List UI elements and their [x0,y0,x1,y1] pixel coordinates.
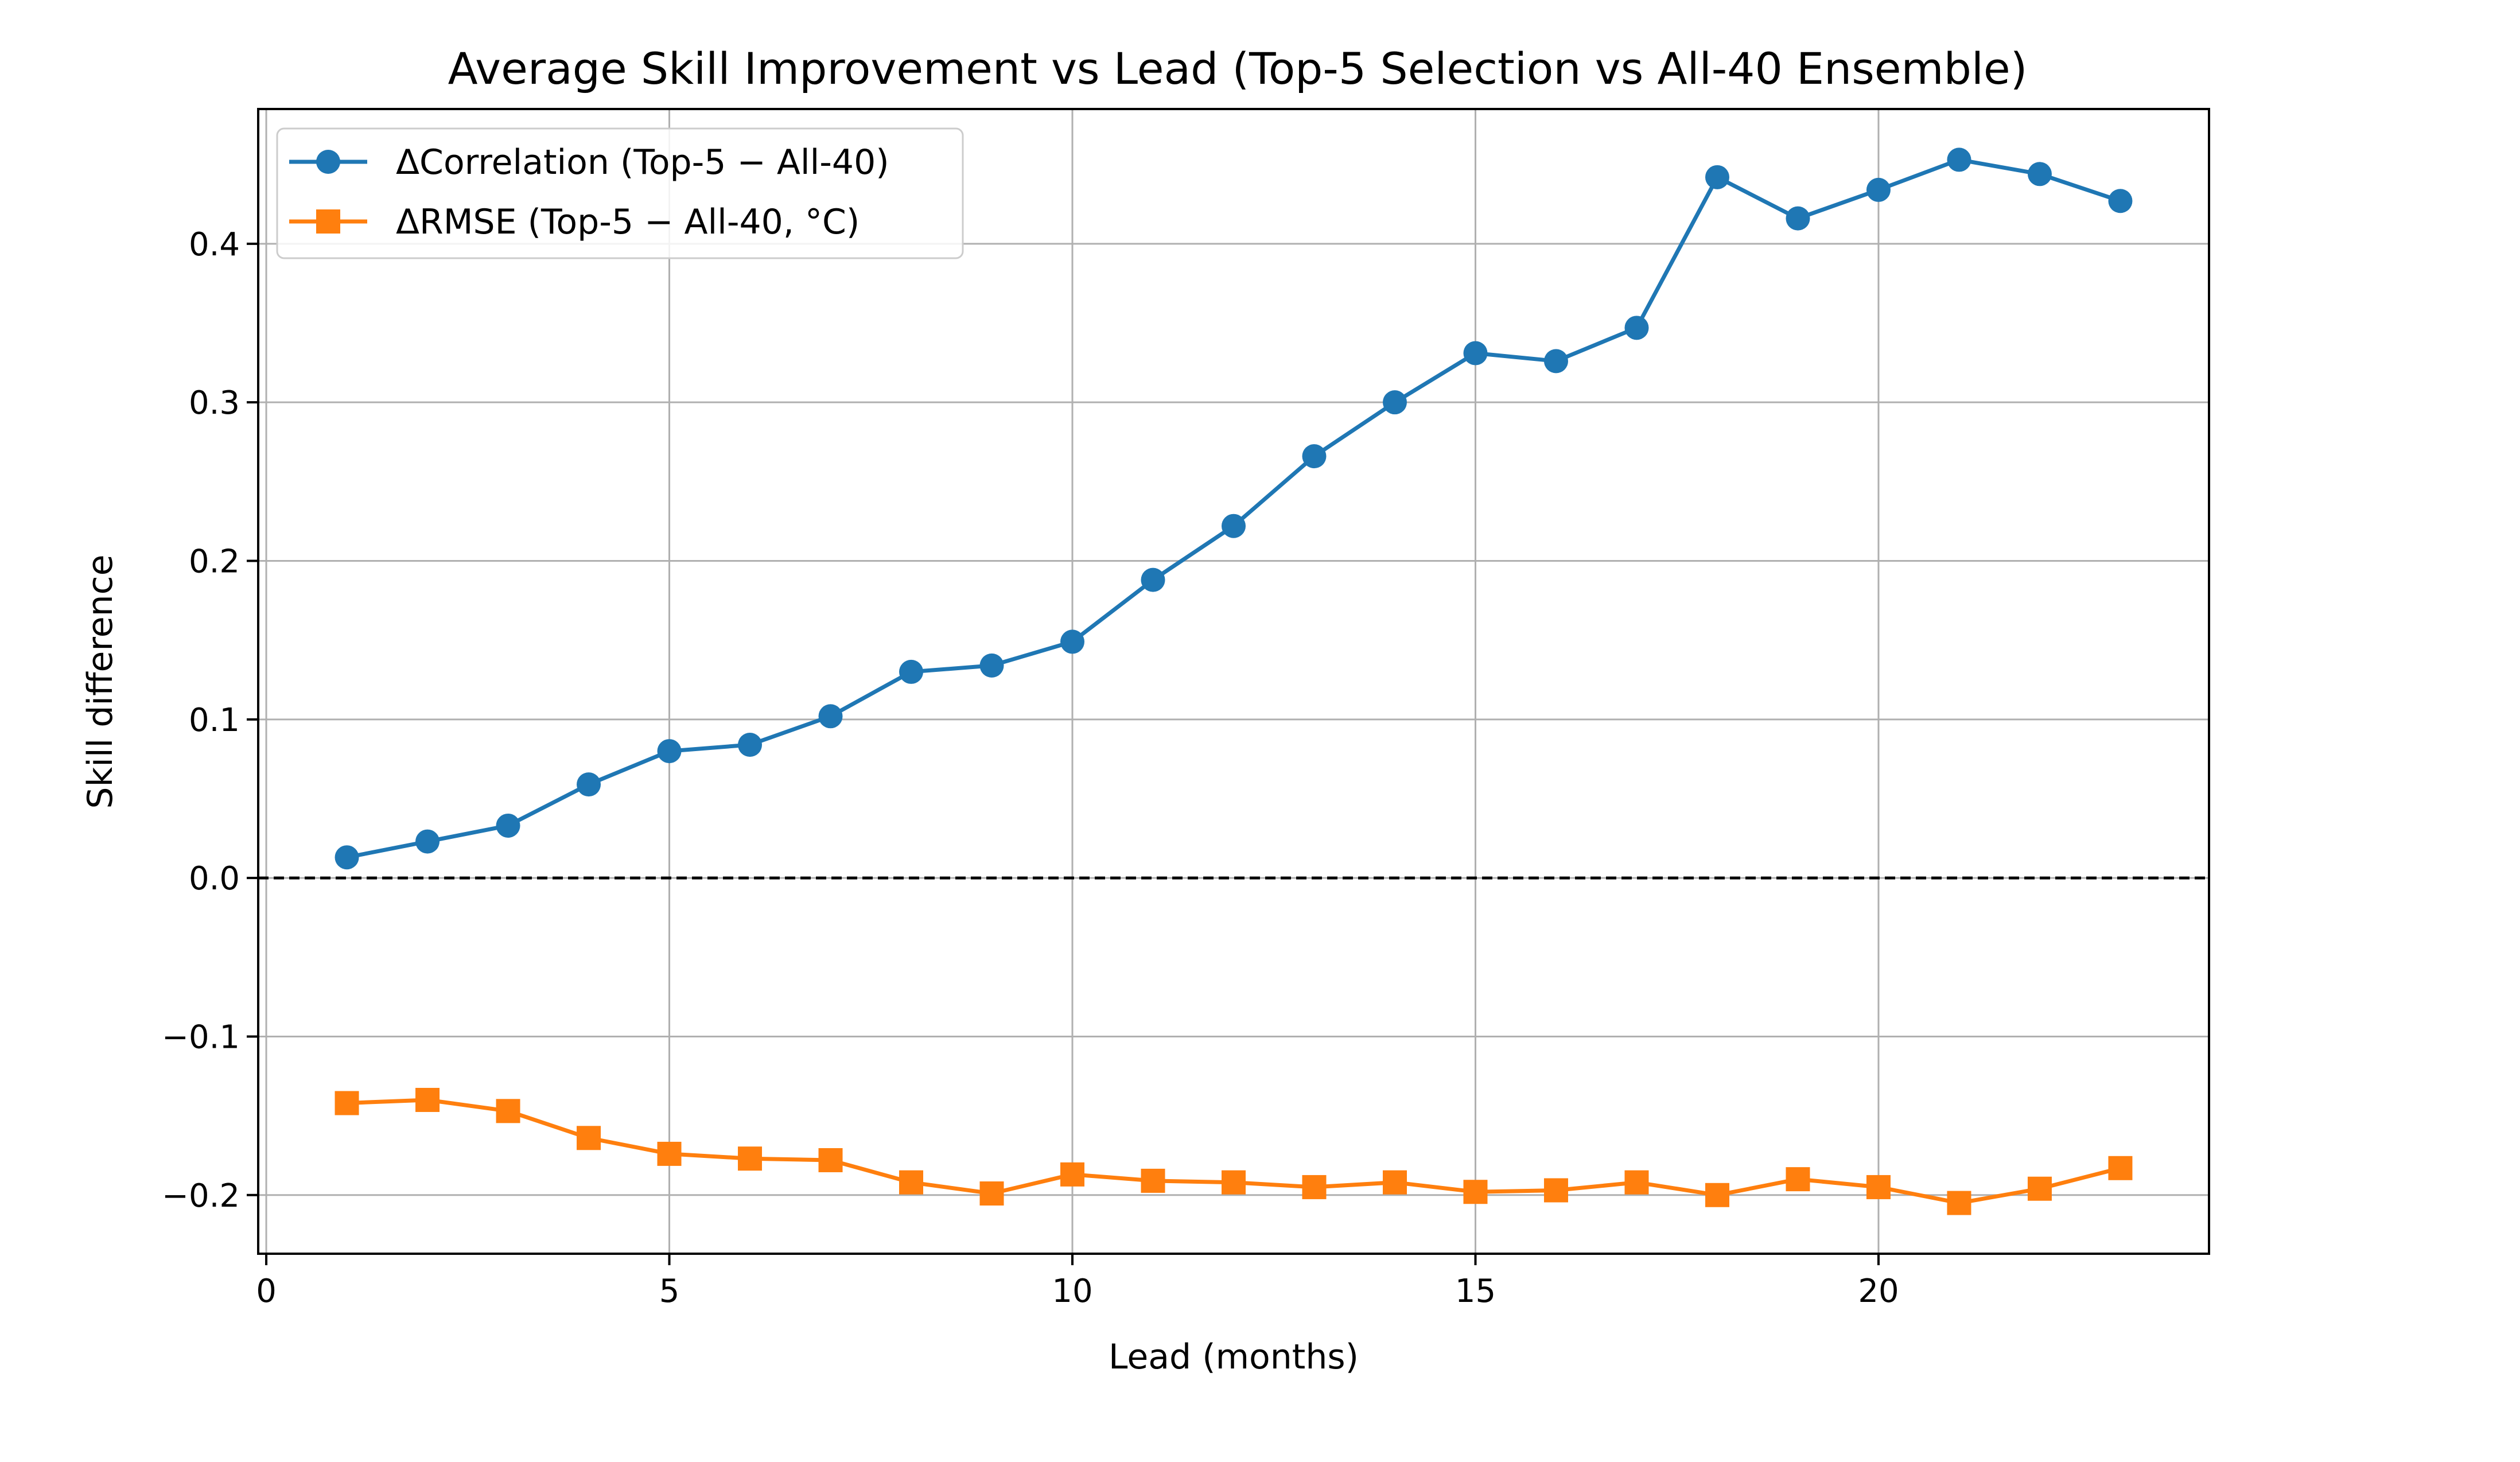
legend: ΔCorrelation (Top-5 − All-40) ΔRMSE (Top-… [276,127,964,259]
data-point [1786,1167,1810,1192]
data-point [2027,162,2052,186]
y-tick-label: 0.2 [189,543,240,581]
data-point [496,1099,520,1123]
data-point [1705,165,1729,189]
y-axis-title: Skill difference [80,554,120,808]
x-tick-label: 10 [1052,1273,1092,1310]
legend-marker [316,209,340,234]
legend-marker [316,150,340,174]
data-point [1141,567,1165,592]
y-tick-label: 0.3 [189,384,240,422]
data-point [1141,1168,1165,1193]
data-point [1463,341,1488,366]
data-point [899,1170,924,1195]
axis-ticks: 0 5 10 15 20 −0.2 −0.1 0.0 0.1 0.2 0.3 0.4 [162,226,1899,1310]
data-point [1624,1170,1649,1195]
data-point [657,739,682,764]
legend-entries: ΔCorrelation (Top-5 − All-40) ΔRMSE (Top-… [289,142,889,242]
data-point [335,1091,359,1115]
data-point [657,1141,682,1166]
data-point [2108,1156,2133,1180]
data-point [415,1087,440,1112]
series-group [335,147,2133,870]
data-point [818,1148,843,1172]
grid-lines [258,109,2209,1254]
x-tick-label: 0 [256,1273,277,1310]
x-tick-label: 20 [1858,1273,1899,1310]
data-point [1302,444,1327,469]
y-tick-label: −0.2 [162,1177,240,1215]
data-point [1786,206,1810,231]
data-point [2027,1176,2052,1201]
data-point [1060,629,1085,654]
data-point [1382,1170,1407,1195]
y-tick-label: 0.4 [189,226,240,263]
data-point [899,659,924,684]
data-point [738,1146,763,1171]
data-point [1543,349,1568,374]
data-point [2108,189,2133,213]
data-point [335,845,359,870]
x-axis-title: Lead (months) [1109,1337,1359,1377]
data-point [1060,1162,1085,1187]
y-tick-label: 0.1 [189,702,240,739]
legend-box [276,127,964,259]
data-point [979,653,1004,678]
data-point [496,813,520,838]
legend-label: ΔCorrelation (Top-5 − All-40) [396,142,889,182]
y-tick-label: 0.0 [189,860,240,897]
data-point [577,1126,601,1150]
x-tick-label: 5 [659,1273,680,1310]
data-point [1705,1183,1729,1207]
data-point [415,829,440,854]
data-point [1947,1191,1971,1215]
data-point [1382,390,1407,415]
y-tick-label: −0.1 [162,1018,240,1056]
data-point [1463,1180,1488,1204]
data-point [1543,1178,1568,1203]
data-point [1624,316,1649,340]
data-point [1222,514,1246,538]
data-point [1222,1170,1246,1195]
data-point [738,733,763,757]
x-tick-label: 15 [1455,1273,1496,1310]
chart-title: Average Skill Improvement vs Lead (Top-5… [448,43,2028,94]
data-point [979,1181,1004,1206]
legend-label: ΔRMSE (Top-5 − All-40, °C) [396,202,860,242]
data-point [577,772,601,797]
data-point [1947,147,1971,172]
plot-area-frame [257,108,2210,1255]
data-point [818,704,843,729]
data-point [1866,177,1891,202]
series-layer [335,147,2133,1215]
series-group [335,1087,2133,1215]
data-point [1866,1175,1891,1199]
data-point [1302,1175,1327,1199]
